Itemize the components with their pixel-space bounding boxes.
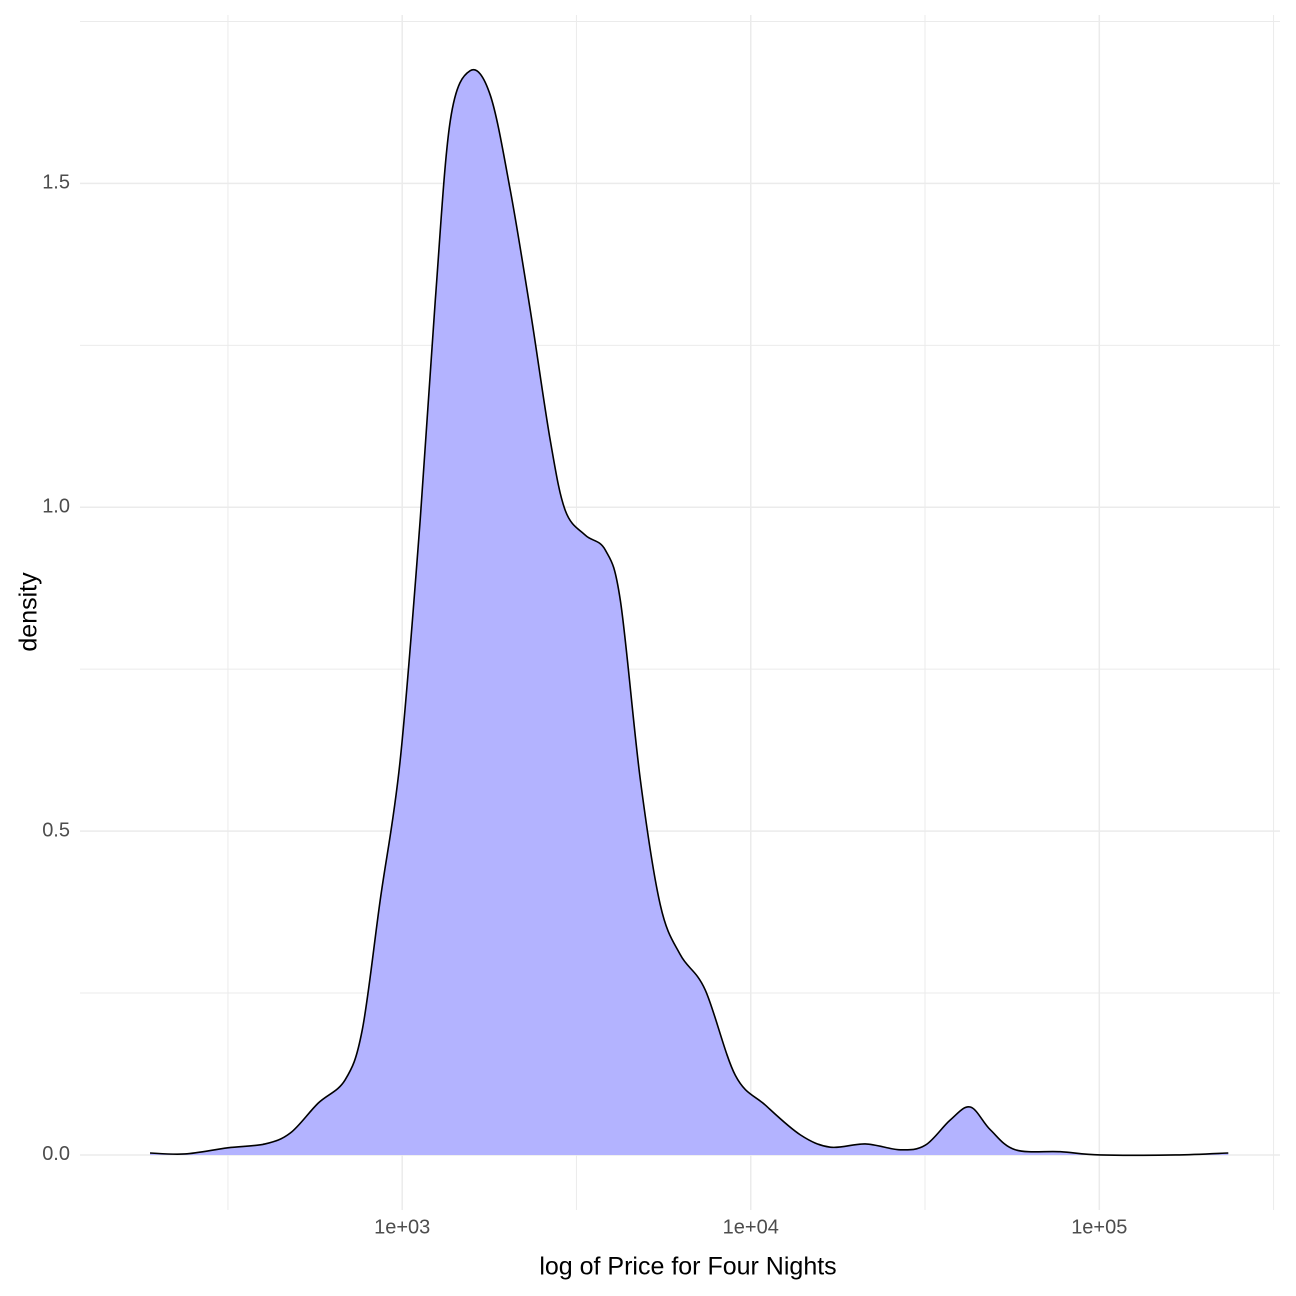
- y-tick-label: 1.5: [42, 172, 70, 194]
- density-area: [150, 69, 1229, 1156]
- y-axis-title: density: [15, 572, 43, 652]
- y-tick-label: 0.0: [42, 1143, 70, 1165]
- y-tick-label: 0.5: [42, 819, 70, 841]
- x-axis-title: log of Price for Four Nights: [539, 1253, 836, 1281]
- density-line: [150, 68, 1229, 1157]
- x-tick-label: 1e+05: [1071, 1216, 1127, 1238]
- x-tick-label: 1e+03: [374, 1216, 430, 1238]
- x-tick-label: 1e+04: [723, 1216, 779, 1238]
- y-tick-label: 1.0: [42, 496, 70, 518]
